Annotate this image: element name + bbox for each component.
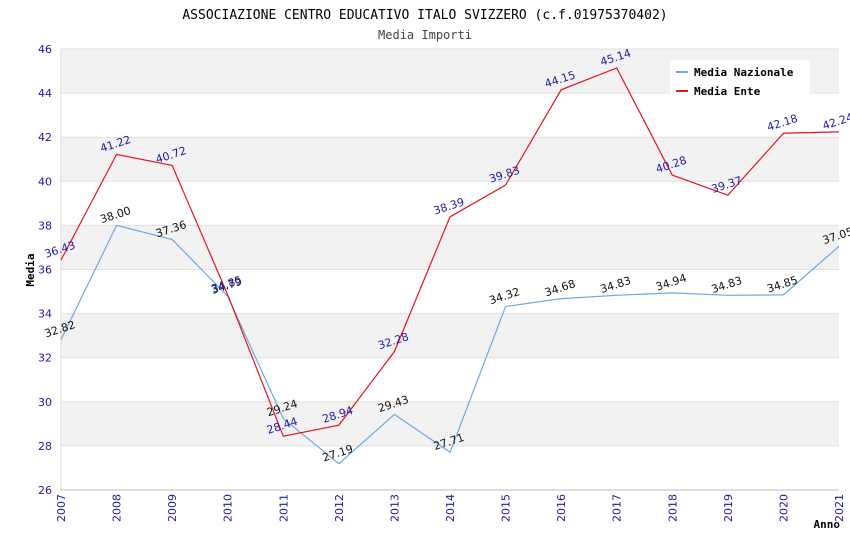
x-tick-label: 2015 (500, 494, 513, 522)
y-tick-label: 34 (38, 308, 52, 321)
x-axis-label: Anno (814, 518, 841, 531)
x-tick-label: 2019 (722, 494, 735, 522)
grid-band (61, 93, 839, 138)
x-tick-label: 2010 (222, 494, 235, 522)
y-tick-label: 36 (38, 264, 52, 277)
legend-entry: Media Ente (694, 85, 761, 98)
y-axis-label: Media (24, 253, 37, 286)
series-line-media-nazionale (60, 224, 840, 465)
y-tick-label: 44 (38, 87, 52, 100)
x-tick-label: 2009 (166, 494, 179, 522)
series-lines (60, 67, 840, 465)
y-tick-label: 38 (38, 219, 52, 232)
series-line-media-ente (60, 67, 840, 437)
grid-band (61, 357, 839, 402)
grid-band (61, 313, 839, 358)
grid-bands (60, 48, 839, 491)
grid-band (61, 401, 839, 446)
grid-band (61, 137, 839, 182)
legend-box (670, 60, 810, 100)
x-tick-label: 2012 (333, 494, 346, 522)
y-tick-label: 46 (38, 43, 52, 56)
legend: Media Nazionale Media Ente (670, 60, 810, 100)
y-axis: 26 28 30 32 34 36 38 40 42 44 46 (38, 43, 52, 497)
chart-title: ASSOCIAZIONE CENTRO EDUCATIVO ITALO SVIZ… (182, 8, 667, 23)
x-tick-label: 2021 (833, 494, 846, 522)
x-tick-label: 2020 (777, 494, 790, 522)
grid-band (61, 269, 839, 314)
x-tick-label: 2017 (611, 494, 624, 522)
x-tick-label: 2008 (111, 494, 124, 522)
y-tick-label: 40 (38, 175, 52, 188)
x-axis: 2007 2008 2009 2010 2011 2012 2013 2014 2015 2016… (55, 494, 846, 522)
grid-band (61, 225, 839, 270)
x-tick-label: 2016 (555, 494, 568, 522)
x-tick-label: 2013 (388, 494, 401, 522)
grid-band (61, 445, 839, 490)
y-tick-label: 26 (38, 484, 52, 497)
x-tick-label: 2011 (277, 494, 290, 522)
chart-subtitle: Media Importi (378, 28, 472, 42)
y-tick-label: 32 (38, 352, 52, 365)
x-tick-label: 2014 (444, 494, 457, 522)
legend-entry: Media Nazionale (694, 66, 794, 79)
x-tick-label: 2007 (55, 494, 68, 522)
y-tick-label: 42 (38, 131, 52, 144)
y-tick-label: 30 (38, 396, 52, 409)
x-tick-label: 2018 (666, 494, 679, 522)
y-tick-label: 28 (38, 440, 52, 453)
